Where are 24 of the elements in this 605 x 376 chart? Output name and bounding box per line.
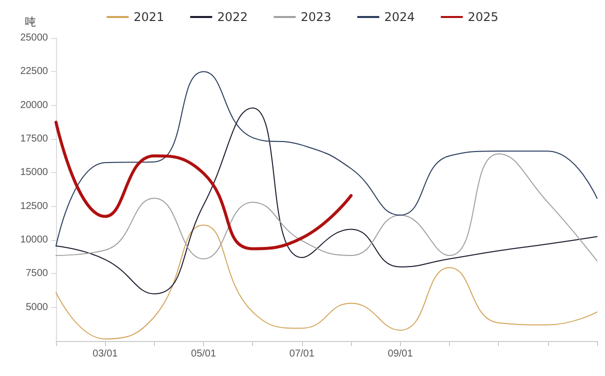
y-tick-label: 22500	[20, 66, 48, 78]
legend-label: 2025	[468, 10, 498, 24]
x-tick-label: 03/01	[92, 348, 118, 360]
y-tick-label: 25000	[20, 32, 48, 44]
x-tick-label: 09/01	[388, 348, 414, 360]
legend-label: 2021	[134, 10, 164, 24]
legend-label: 2024	[384, 10, 415, 24]
line-series	[54, 120, 353, 250]
y-tick-label: 7500	[26, 268, 48, 280]
x-tick-label: 05/01	[191, 348, 216, 360]
legend-label: 2023	[300, 10, 332, 24]
line-series	[56, 224, 598, 340]
y-tick-label: 5000	[26, 302, 48, 313]
y-axis-title: 吨	[25, 16, 36, 28]
y-tick-label: 12500	[20, 200, 48, 212]
legend-label: 2022	[217, 10, 248, 24]
y-tick-label: 10000	[20, 234, 48, 246]
y-tick-label: 17500	[20, 134, 48, 144]
line-series	[56, 71, 598, 247]
line-series	[56, 108, 598, 294]
y-tick-label: 20000	[20, 100, 48, 111]
line-series	[56, 153, 598, 262]
x-tick-label: 07/01	[289, 348, 315, 360]
y-tick-label: 15000	[20, 167, 48, 178]
